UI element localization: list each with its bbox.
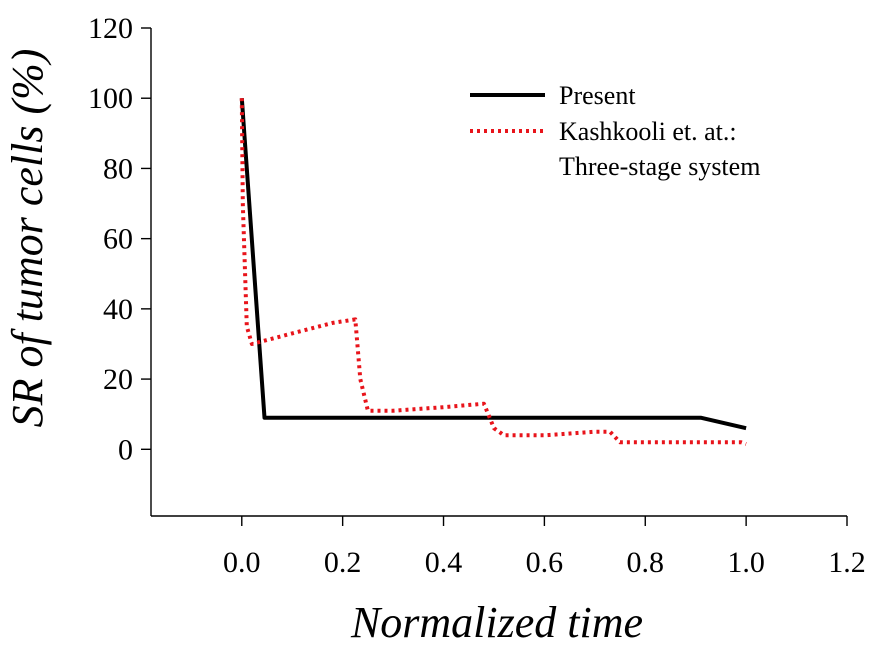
- x-tick-label: 0.8: [627, 546, 665, 579]
- x-tick-label: 1.0: [727, 546, 765, 579]
- y-tick-label: 120: [88, 12, 133, 45]
- x-tick-label: 1.2: [828, 546, 866, 579]
- legend-label-1: Present: [559, 81, 636, 110]
- legend-label-2: Kashkooli et. at.:: [559, 117, 737, 146]
- y-tick-label: 60: [103, 223, 133, 256]
- x-axis-title: Normalized time: [350, 598, 643, 647]
- y-axis-title: SR of tumor cells (%): [3, 49, 52, 428]
- y-tick-label: 0: [118, 433, 133, 466]
- series-line-2: [239, 98, 747, 446]
- x-tick-label: 0.0: [223, 546, 261, 579]
- y-tick-label: 100: [88, 82, 133, 115]
- x-tick-label: 0.4: [425, 546, 463, 579]
- plot-area: [239, 98, 747, 446]
- legend: Present Kashkooli et. at.: Three-stage sys…: [470, 81, 760, 181]
- x-tick-label: 0.6: [526, 546, 564, 579]
- y-tick-label: 40: [103, 293, 133, 326]
- legend-label-2: Three-stage system: [559, 152, 760, 181]
- y-tick-label: 80: [103, 152, 133, 185]
- y-tick-label: 20: [103, 363, 133, 396]
- series-line-1: [239, 98, 747, 431]
- axes: 0 20 40 60 80 100 120 0.0 0.2 0.4 0.6 0.8 1.0 1.2: [88, 12, 866, 579]
- x-tick-label: 0.2: [324, 546, 362, 579]
